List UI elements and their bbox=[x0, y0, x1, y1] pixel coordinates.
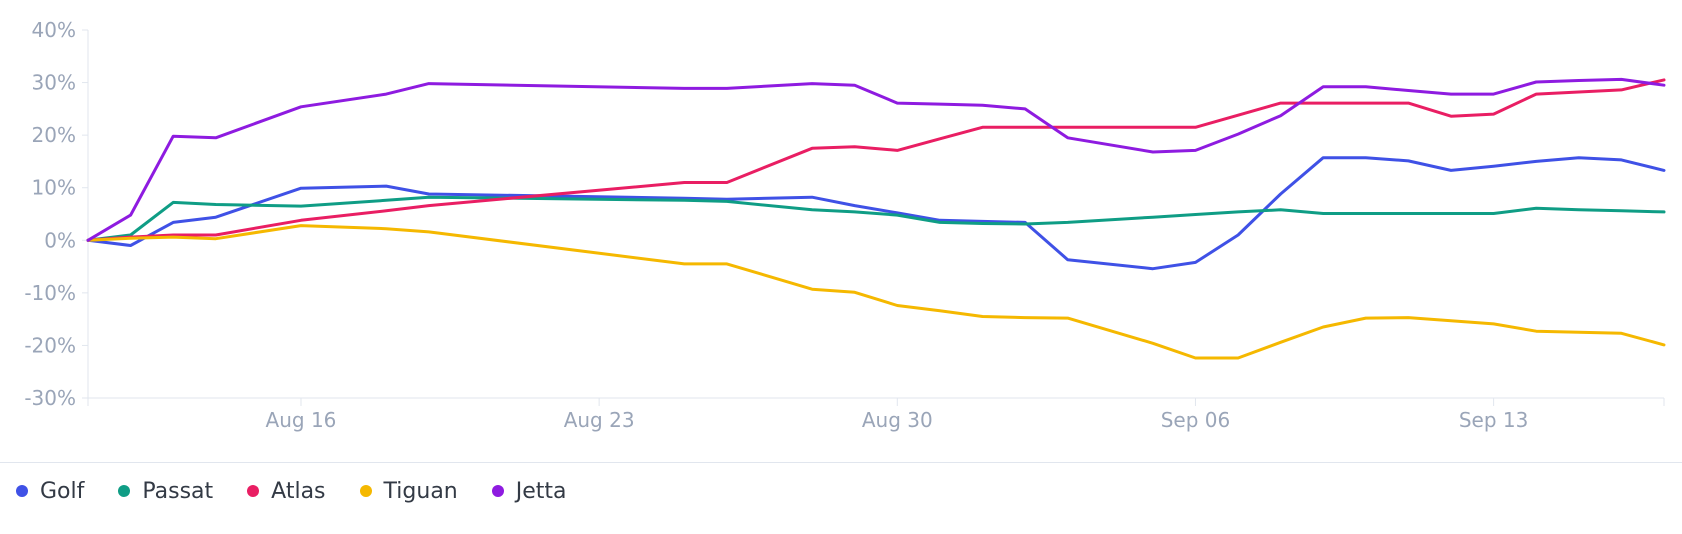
legend-label: Jetta bbox=[515, 478, 567, 504]
legend-dot bbox=[118, 485, 131, 497]
series-line-tiguan bbox=[86, 224, 1666, 360]
y-tick-label: 30% bbox=[32, 71, 76, 95]
legend-label: Tiguan bbox=[383, 478, 458, 504]
legend-dot bbox=[16, 485, 28, 497]
legend-label: Atlas bbox=[271, 478, 326, 504]
x-tick-label: Sep 13 bbox=[1459, 408, 1529, 432]
series-line-passat bbox=[86, 195, 1666, 242]
legend-item-tiguan[interactable]: Tiguan bbox=[359, 478, 458, 504]
line-chart: 40% 30% 20% 10% 0% -10% -20% -30% Aug 16 Aug 23 Au… bbox=[24, 18, 1666, 432]
y-tick-label: -10% bbox=[24, 281, 76, 305]
y-tick-label: 20% bbox=[32, 123, 76, 147]
y-tick-label: -30% bbox=[24, 386, 76, 410]
y-tick-label: 10% bbox=[32, 176, 76, 200]
series-line-jetta bbox=[86, 77, 1666, 242]
legend-dot bbox=[247, 485, 260, 497]
legend-item-atlas[interactable]: Atlas bbox=[247, 478, 326, 504]
legend: Golf Passat Atlas Tiguan Jetta bbox=[0, 466, 601, 516]
y-tick-label: 0% bbox=[44, 228, 76, 252]
legend-label: Golf bbox=[40, 478, 85, 504]
x-tick-label: Aug 30 bbox=[862, 408, 933, 432]
y-tick-label: -20% bbox=[24, 333, 76, 357]
legend-dot bbox=[491, 485, 504, 497]
legend-dot bbox=[359, 485, 372, 497]
legend-item-golf[interactable]: Golf bbox=[16, 479, 84, 504]
legend-item-passat[interactable]: Passat bbox=[118, 479, 213, 504]
x-tick-label: Sep 06 bbox=[1161, 408, 1231, 432]
series-line-golf bbox=[86, 156, 1666, 271]
y-tick-label: 40% bbox=[32, 18, 76, 42]
x-tick-label: Aug 23 bbox=[564, 408, 635, 432]
legend-label: Passat bbox=[142, 478, 214, 504]
legend-item-jetta[interactable]: Jetta bbox=[491, 478, 567, 504]
legend-divider bbox=[0, 462, 1682, 463]
series-line-atlas bbox=[86, 78, 1666, 242]
x-tick-label: Aug 16 bbox=[266, 408, 337, 432]
